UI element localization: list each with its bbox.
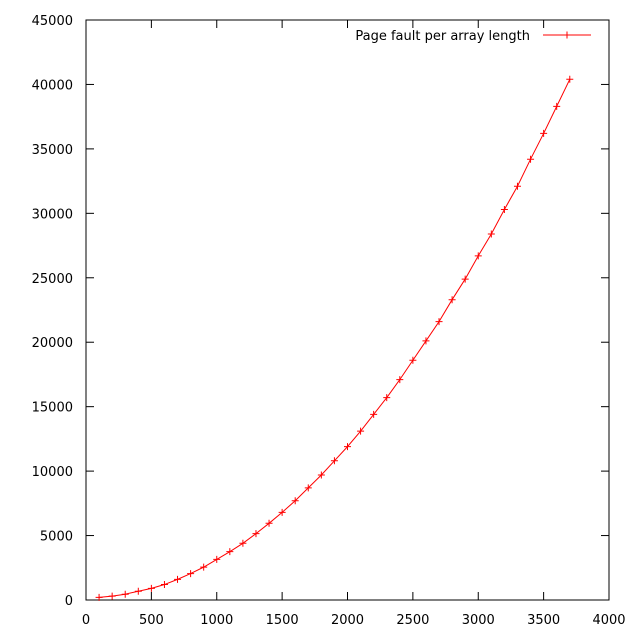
data-point [540, 129, 548, 137]
y-tick-label: 0 [65, 594, 73, 609]
data-point [383, 394, 391, 402]
data-point [422, 337, 430, 345]
data-point [461, 275, 469, 283]
y-tick-label: 25000 [32, 272, 73, 287]
data-point [252, 530, 260, 538]
data-point [487, 230, 495, 238]
y-tick-label: 20000 [32, 336, 73, 351]
x-tick-label: 3000 [462, 613, 495, 628]
x-tick-label: 1000 [200, 613, 233, 628]
legend-label: Page fault per array length [355, 29, 530, 44]
x-tick-label: 2500 [396, 613, 429, 628]
y-tick-label: 45000 [32, 14, 73, 29]
data-point [134, 587, 142, 595]
y-tick-label: 15000 [32, 401, 73, 416]
x-tick-label: 500 [139, 613, 164, 628]
data-point [174, 575, 182, 583]
x-tick-label: 2000 [331, 613, 364, 628]
data-point [513, 182, 521, 190]
data-point [213, 555, 221, 563]
data-point [396, 376, 404, 384]
x-axis: 0 500 1000 1500 2000 2500 3000 3500 4000 [82, 20, 626, 628]
data-point [121, 590, 129, 598]
data-point [108, 592, 116, 600]
plot-area-border [85, 19, 610, 601]
legend-plus-marker [563, 31, 571, 39]
data-point [160, 581, 168, 589]
data-point [435, 318, 443, 326]
legend: Page fault per array length [355, 29, 591, 44]
data-point [278, 508, 286, 516]
data-point [566, 75, 574, 83]
data-point [330, 457, 338, 465]
y-axis: 0 5000 10000 15000 20000 25000 30000 35000 40000… [32, 14, 609, 609]
data-point [265, 519, 273, 527]
y-tick-label: 5000 [40, 530, 73, 545]
data-point [474, 252, 482, 260]
y-tick-label: 30000 [32, 207, 73, 222]
data-point [147, 584, 155, 592]
data-point [527, 155, 535, 163]
data-point [500, 205, 508, 213]
data-point [291, 497, 299, 505]
legend-marker [563, 31, 571, 39]
y-tick-label: 10000 [32, 465, 73, 480]
data-point [304, 484, 312, 492]
y-tick-label: 40000 [32, 78, 73, 93]
series-layer [95, 75, 574, 601]
data-point [553, 102, 561, 110]
data-point [239, 539, 247, 547]
data-point [95, 593, 103, 601]
data-point [357, 427, 365, 435]
data-point [344, 443, 351, 451]
x-tick-label: 1500 [266, 613, 299, 628]
data-point [200, 563, 208, 571]
x-tick-label: 0 [82, 613, 90, 628]
data-point [226, 548, 234, 556]
x-tick-label: 4000 [592, 613, 625, 628]
series-line [99, 79, 571, 598]
data-point [409, 356, 417, 364]
data-point [370, 410, 378, 418]
x-tick-label: 3500 [527, 613, 560, 628]
data-point [187, 570, 195, 578]
data-point [317, 471, 325, 479]
y-tick-label: 35000 [32, 143, 73, 158]
data-point [448, 296, 456, 304]
